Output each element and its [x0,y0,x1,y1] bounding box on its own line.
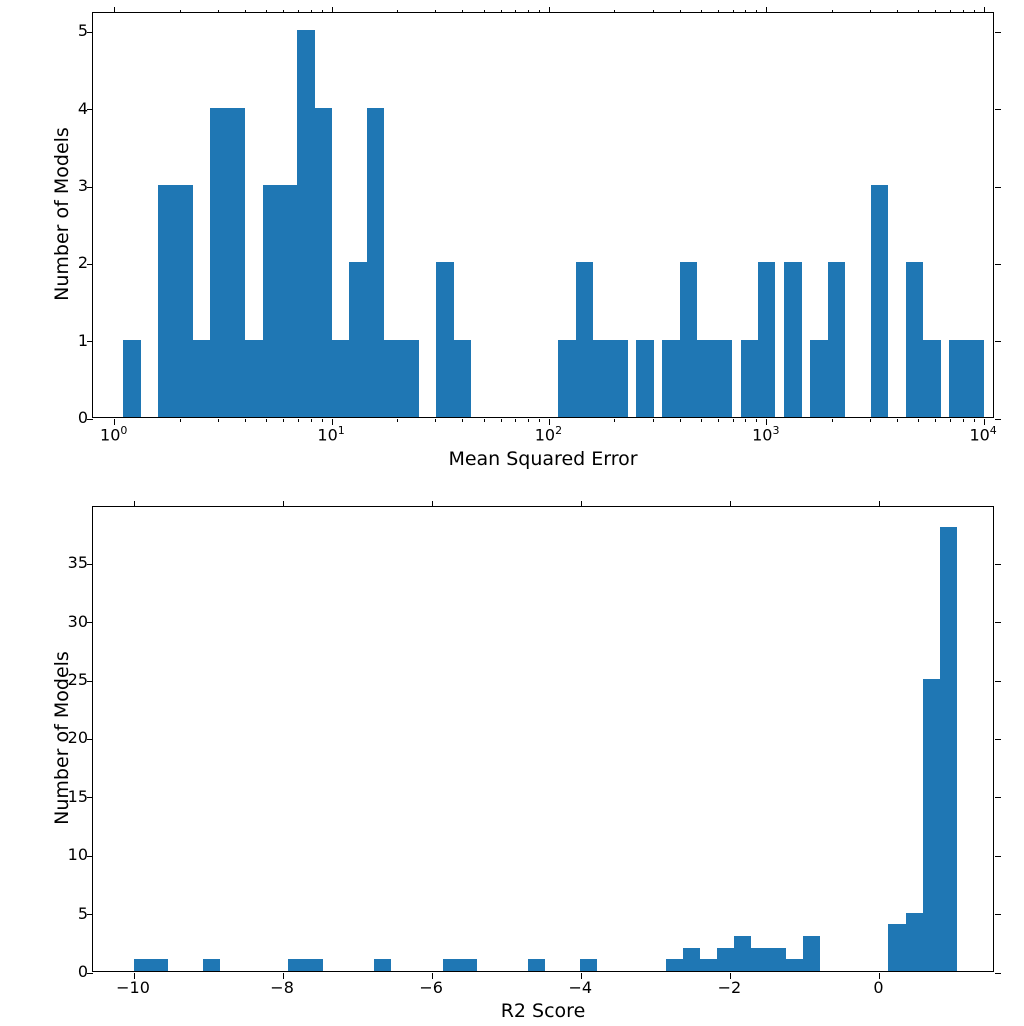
mse-bar [193,340,210,417]
mse-ylabel: Number of Models [51,114,73,314]
r2-ytick-label: 25 [60,670,88,689]
r2-bar [580,959,597,971]
r2-ytick-label: 20 [60,728,88,747]
r2-xtick-label: −8 [257,978,307,997]
mse-xtick-label: 101 [311,424,351,444]
r2-bar [700,959,717,971]
mse-bar [636,340,653,417]
mse-bar [384,340,401,417]
r2-bar [683,948,700,971]
mse-bar [123,340,140,417]
r2-bar [768,948,785,971]
mse-bar [741,340,758,417]
mse-xlabel: Mean Squared Error [423,448,663,470]
mse-ytick-label: 4 [68,99,88,118]
mse-bar [454,340,471,417]
r2-bar [888,924,905,971]
mse-ytick-label: 1 [68,331,88,350]
mse-bar [697,340,714,417]
mse-histogram-panel [92,12,994,418]
mse-bar [402,340,419,417]
mse-bar [176,185,193,417]
r2-xtick-label: −10 [108,978,158,997]
r2-bar [666,959,683,971]
r2-xtick-label: −6 [406,978,456,997]
r2-bar [923,679,940,971]
r2-ytick-label: 35 [60,553,88,572]
r2-bar [443,959,460,971]
mse-bar [297,30,314,417]
mse-bar [210,108,227,417]
mse-bar [228,108,245,417]
mse-bar [828,262,845,417]
r2-ytick-label: 15 [60,787,88,806]
mse-bar [263,185,280,417]
r2-bar [717,948,734,971]
mse-xtick-label: 103 [746,424,786,444]
mse-ytick-label: 0 [68,408,88,427]
r2-bar [134,959,151,971]
r2-bar [288,959,305,971]
mse-bar [923,340,940,417]
r2-ytick-label: 5 [60,904,88,923]
mse-bar [280,185,297,417]
mse-bar [367,108,384,417]
r2-bar [906,913,923,971]
r2-bar [803,936,820,971]
mse-ytick-label: 3 [68,176,88,195]
r2-bar [151,959,168,971]
mse-bar [662,340,679,417]
mse-bar [949,340,966,417]
r2-xlabel: R2 Score [463,1000,623,1022]
r2-ytick-label: 10 [60,845,88,864]
r2-bar [374,959,391,971]
r2-ytick-label: 30 [60,612,88,631]
r2-bar [528,959,545,971]
mse-bar [332,340,349,417]
mse-bar [758,262,775,417]
r2-bar [734,936,751,971]
mse-xtick-label: 104 [963,424,1003,444]
r2-xtick-label: −4 [555,978,605,997]
mse-bar [576,262,593,417]
mse-bar [558,340,575,417]
r2-ytick-label: 0 [60,962,88,981]
r2-bar [203,959,220,971]
mse-bar [906,262,923,417]
r2-xtick-label: 0 [853,978,903,997]
mse-bar [610,340,627,417]
mse-bar [871,185,888,417]
r2-bar [751,948,768,971]
r2-bar [460,959,477,971]
mse-xtick-label: 100 [94,424,134,444]
mse-bar [158,185,175,417]
mse-ytick-label: 5 [68,21,88,40]
mse-ytick-label: 2 [68,253,88,272]
r2-xtick-label: −2 [704,978,754,997]
r2-bar [940,527,957,971]
r2-histogram-panel [92,506,994,972]
mse-bar [593,340,610,417]
mse-bar [967,340,984,417]
mse-bar [245,340,262,417]
r2-bar [305,959,322,971]
mse-bar [715,340,732,417]
mse-bar [436,262,453,417]
r2-bar [786,959,803,971]
mse-bar [810,340,827,417]
mse-bar [349,262,366,417]
mse-bar [784,262,801,417]
mse-bar [680,262,697,417]
mse-xtick-label: 102 [528,424,568,444]
mse-bar [315,108,332,417]
